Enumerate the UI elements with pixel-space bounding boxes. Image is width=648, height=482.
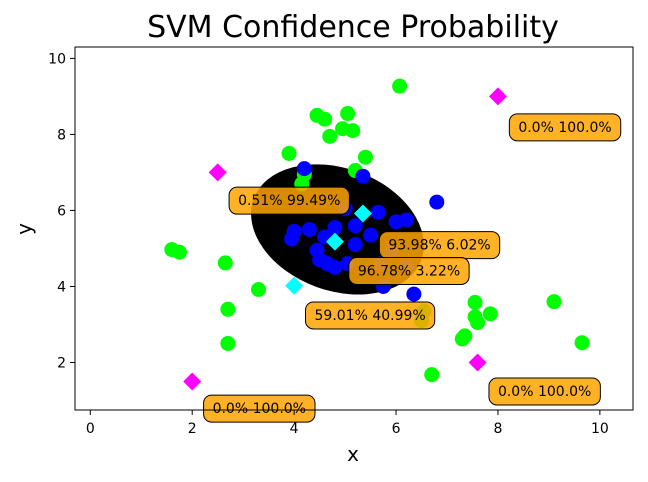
x-tick-label: 2 xyxy=(188,421,197,437)
series-0-point-7 xyxy=(281,145,297,161)
annotation-box xyxy=(228,186,350,215)
x-tick-label: 8 xyxy=(493,421,502,437)
series-3-diamond-1 xyxy=(488,87,507,106)
series-1-point-23 xyxy=(406,286,422,302)
series-0-point-16 xyxy=(250,282,266,298)
chart-title: SVM Confidence Probability xyxy=(147,10,559,45)
series-0-point-20 xyxy=(424,367,440,383)
y-tick-label: 10 xyxy=(48,51,66,67)
series-1-point-8 xyxy=(327,220,343,236)
series-1-point-7 xyxy=(347,218,363,234)
annotation-6: 0.0% 100.0% xyxy=(203,394,316,423)
series-1-point-4 xyxy=(370,204,386,220)
annotation-text: 0.51% 99.49% xyxy=(238,193,340,209)
series-0-point-8 xyxy=(357,149,373,165)
series-1-point-11 xyxy=(284,231,300,247)
series-0-point-17 xyxy=(220,335,236,351)
annotation-text: 0.0% 100.0% xyxy=(498,384,591,400)
series-3-diamond-2 xyxy=(183,372,202,391)
annotation-box xyxy=(348,257,470,286)
y-tick-label: 2 xyxy=(57,355,66,371)
annotation-text: 96.78% 3.22% xyxy=(358,264,460,280)
annotation-2: 93.98% 6.02% xyxy=(378,231,501,260)
series-2-diamond-0 xyxy=(353,204,372,223)
annotation-5: 0.0% 100.0% xyxy=(488,377,601,406)
series-0-point-3 xyxy=(340,106,356,122)
annotation-box xyxy=(508,113,622,142)
series-1-point-18 xyxy=(327,259,343,275)
series-1-point-1 xyxy=(355,168,371,184)
x-tick-label: 6 xyxy=(392,421,401,437)
annotation-3: 96.78% 3.22% xyxy=(348,257,470,286)
y-tick-label: 4 xyxy=(57,279,66,295)
series-1-point-13 xyxy=(363,227,379,243)
series-2-diamond-1 xyxy=(325,232,344,251)
annotation-0: 0.0% 100.0% xyxy=(508,113,622,142)
series-1-point-14 xyxy=(347,237,363,253)
annotation-text: 59.01% 40.99% xyxy=(315,308,426,324)
y-axis-label: y xyxy=(12,223,36,235)
series-0-point-13 xyxy=(171,244,187,260)
series-1-point-6 xyxy=(398,212,414,228)
annotation-4: 59.01% 40.99% xyxy=(305,301,436,330)
series-0-point-28 xyxy=(574,335,590,351)
series-1-point-9 xyxy=(301,221,317,237)
y-tick-label: 8 xyxy=(57,127,66,143)
series-0-point-23 xyxy=(467,294,483,310)
annotation-text: 93.98% 6.02% xyxy=(388,238,490,254)
annotations: 0.0% 100.0% 0.51% 99.49% 93.98% 6.02% 96.78… xyxy=(203,113,622,423)
series-0-point-6 xyxy=(322,128,338,144)
axes-frame xyxy=(74,46,634,411)
annotation-box xyxy=(203,394,316,423)
annotation-text: 0.0% 100.0% xyxy=(213,401,306,417)
series-0-point-25 xyxy=(470,315,486,331)
annotation-text: 0.0% 100.0% xyxy=(518,120,611,136)
y-tick-label: 6 xyxy=(57,203,66,219)
series-0-point-5 xyxy=(345,123,361,139)
x-tick-label: 0 xyxy=(86,421,95,437)
series-2-diamond-2 xyxy=(285,276,304,295)
series-0-point-27 xyxy=(546,294,562,310)
series-1-point-2 xyxy=(429,194,445,210)
plot-area: 0.0% 100.0% 0.51% 99.49% 93.98% 6.02% 96.78… xyxy=(164,78,622,423)
annotation-1: 0.51% 99.49% xyxy=(228,186,350,215)
series-0-point-26 xyxy=(482,306,498,322)
annotation-box xyxy=(488,377,601,406)
x-tick-label: 10 xyxy=(591,421,609,437)
axes: 0 2 4 6 8 10 2 4 6 8 10 xyxy=(48,46,634,437)
series-0-point-22 xyxy=(457,328,473,344)
series-1-point-0 xyxy=(296,161,312,177)
annotation-box xyxy=(305,301,436,330)
series-3-diamond-0 xyxy=(208,163,227,182)
series-0-point-2 xyxy=(317,111,333,127)
series-3-diamond-3 xyxy=(468,353,487,372)
series-0-point-15 xyxy=(220,301,236,317)
series-0-point-0 xyxy=(392,78,408,94)
series-0-point-14 xyxy=(217,255,233,271)
x-axis-label: x xyxy=(347,442,359,466)
x-tick-label: 4 xyxy=(290,421,299,437)
